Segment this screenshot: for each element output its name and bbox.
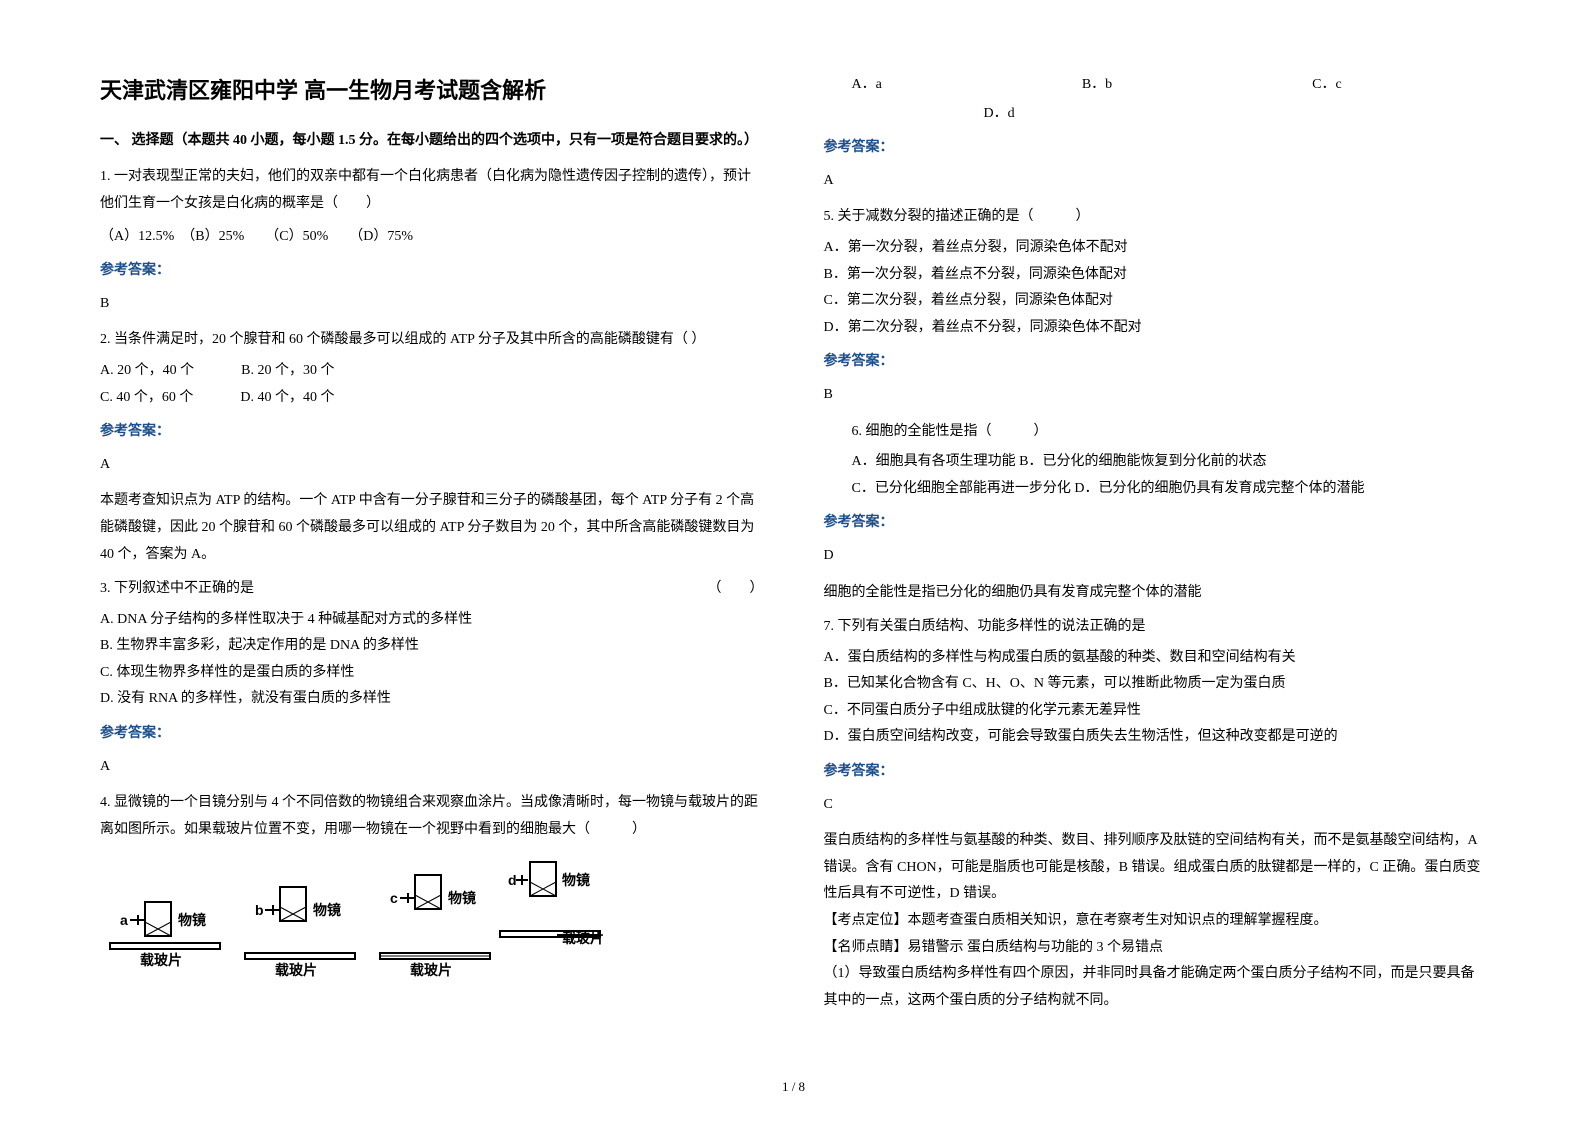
dia-slide-b: 载玻片: [275, 962, 317, 978]
question-1: 1. 一对表现型正常的夫妇，他们的双亲中都有一个白化病患者（白化病为隐性遗传因子…: [100, 164, 764, 317]
q4-options-row1: A．a B．b C．c: [852, 72, 1488, 99]
right-column: A．a B．b C．c D．d 参考答案： A 5. 关于减数分裂的描述正确的是…: [824, 70, 1488, 1082]
q6-opts-cd: C．已分化细胞全部能再进一步分化 D．已分化的细胞仍具有发育成完整个体的潜能: [852, 476, 1488, 503]
q3-text-row: 3. 下列叙述中不正确的是 （ ）: [100, 576, 764, 603]
q3-opt-d: D. 没有 RNA 的多样性，就没有蛋白质的多样性: [100, 686, 764, 713]
q5-opt-c: C．第二次分裂，着丝点分裂，同源染色体配对: [824, 288, 1488, 315]
q5-answer-label: 参考答案：: [824, 349, 1488, 376]
dia-slide-d: 载玻片: [562, 930, 604, 946]
q1-text: 1. 一对表现型正常的夫妇，他们的双亲中都有一个白化病患者（白化病为隐性遗传因子…: [100, 164, 764, 217]
q2-explanation: 本题考查知识点为 ATP 的结构。一个 ATP 中含有一分子腺苷和三分子的磷酸基…: [100, 488, 764, 568]
q3-paren: （ ）: [708, 576, 764, 603]
q2-row-ab: A. 20 个，40 个 B. 20 个，30 个: [100, 358, 764, 385]
q4-opt-b: B．b: [1082, 72, 1112, 99]
question-4: 4. 显微镜的一个目镜分别与 4 个不同倍数的物镜组合来观察血涂片。当成像清晰时…: [100, 790, 764, 998]
q7-explanation-2: 【考点定位】本题考查蛋白质相关知识，意在考察考生对知识点的理解掌握程度。: [824, 908, 1488, 935]
q2-text: 2. 当条件满足时，20 个腺苷和 60 个磷酸最多可以组成的 ATP 分子及其…: [100, 327, 764, 354]
q1-options: （A）12.5% （B）25% （C）50% （D）75%: [100, 224, 764, 251]
q4-diagram: a 物镜 载玻片 b 物镜: [100, 857, 764, 998]
q5-opt-d: D．第二次分裂，着丝点不分裂，同源染色体不配对: [824, 315, 1488, 342]
q4-opt-a: A．a: [852, 72, 882, 99]
q6-opts-ab: A．细胞具有各项生理功能 B．已分化的细胞能恢复到分化前的状态: [852, 449, 1488, 476]
question-5: 5. 关于减数分裂的描述正确的是（ ） A．第一次分裂，着丝点分裂，同源染色体不…: [824, 204, 1488, 408]
dia-obj-b: 物镜: [313, 902, 341, 918]
q6-answer-label: 参考答案：: [824, 510, 1488, 537]
q7-opt-d: D．蛋白质空间结构改变，可能会导致蛋白质失去生物活性，但这种改变都是可逆的: [824, 724, 1488, 751]
q5-opt-b: B．第一次分裂，着丝点不分裂，同源染色体配对: [824, 262, 1488, 289]
q5-text: 5. 关于减数分裂的描述正确的是（ ）: [824, 204, 1488, 231]
q2-row-cd: C. 40 个，60 个 D. 40 个，40 个: [100, 385, 764, 412]
q7-explanation-4: （1）导致蛋白质结构多样性有四个原因，并非同时具备才能确定两个蛋白质分子结构不同…: [824, 961, 1488, 1014]
question-7: 7. 下列有关蛋白质结构、功能多样性的说法正确的是 A．蛋白质结构的多样性与构成…: [824, 614, 1488, 1014]
q7-explanation-1: 蛋白质结构的多样性与氨基酸的种类、数目、排列顺序及肽链的空间结构有关，而不是氨基…: [824, 828, 1488, 908]
dia-slide-c: 载玻片: [410, 962, 452, 978]
question-3: 3. 下列叙述中不正确的是 （ ） A. DNA 分子结构的多样性取决于 4 种…: [100, 576, 764, 780]
dia-label-b: b: [255, 902, 264, 918]
q3-opt-a: A. DNA 分子结构的多样性取决于 4 种碱基配对方式的多样性: [100, 607, 764, 634]
dia-slide-a: 载玻片: [140, 952, 182, 968]
q2-opt-a: A. 20 个，40 个: [100, 363, 194, 378]
dia-obj-a: 物镜: [178, 912, 206, 928]
q5-answer: B: [824, 382, 1488, 409]
q7-answer-label: 参考答案：: [824, 759, 1488, 786]
q4-answer: A: [824, 168, 1488, 195]
q5-opt-a: A．第一次分裂，着丝点分裂，同源染色体不配对: [824, 235, 1488, 262]
q3-opt-b: B. 生物界丰富多彩，起决定作用的是 DNA 的多样性: [100, 633, 764, 660]
dia-label-d: d: [508, 872, 517, 888]
q7-opt-c: C．不同蛋白质分子中组成肽键的化学元素无差异性: [824, 698, 1488, 725]
q3-answer: A: [100, 754, 764, 781]
dia-obj-d: 物镜: [562, 872, 590, 888]
section-1-heading: 一、 选择题（本题共 40 小题，每小题 1.5 分。在每小题给出的四个选项中，…: [100, 128, 764, 155]
q6-answer: D: [824, 543, 1488, 570]
page-title: 天津武清区雍阳中学 高一生物月考试题含解析: [100, 70, 764, 112]
dia-label-a: a: [120, 912, 128, 928]
q2-answer: A: [100, 452, 764, 479]
q7-text: 7. 下列有关蛋白质结构、功能多样性的说法正确的是: [824, 614, 1488, 641]
q3-answer-label: 参考答案：: [100, 721, 764, 748]
q6-explanation: 细胞的全能性是指已分化的细胞仍具有发育成完整个体的潜能: [824, 580, 1488, 607]
q6-text: 6. 细胞的全能性是指（ ）: [852, 419, 1488, 446]
q3-opt-c: C. 体现生物界多样性的是蛋白质的多样性: [100, 660, 764, 687]
q2-opt-b: B. 20 个，30 个: [241, 363, 334, 378]
q4-opt-c: C．c: [1312, 72, 1342, 99]
q4-opt-d: D．d: [984, 101, 1488, 128]
q2-opt-d: D. 40 个，40 个: [240, 390, 334, 405]
q7-answer: C: [824, 792, 1488, 819]
q7-explanation-3: 【名师点睛】易错警示 蛋白质结构与功能的 3 个易错点: [824, 935, 1488, 962]
q7-opt-a: A．蛋白质结构的多样性与构成蛋白质的氨基酸的种类、数目和空间结构有关: [824, 645, 1488, 672]
left-column: 天津武清区雍阳中学 高一生物月考试题含解析 一、 选择题（本题共 40 小题，每…: [100, 70, 764, 1082]
question-2: 2. 当条件满足时，20 个腺苷和 60 个磷酸最多可以组成的 ATP 分子及其…: [100, 327, 764, 568]
dia-label-c: c: [390, 890, 398, 906]
page-number: 1 / 8: [0, 1075, 1587, 1100]
q3-text: 3. 下列叙述中不正确的是: [100, 576, 254, 603]
q7-opt-b: B．已知某化合物含有 C、H、O、N 等元素，可以推断此物质一定为蛋白质: [824, 671, 1488, 698]
q1-answer-label: 参考答案：: [100, 258, 764, 285]
q2-answer-label: 参考答案：: [100, 419, 764, 446]
q4-answer-label: 参考答案：: [824, 135, 1488, 162]
question-6: 6. 细胞的全能性是指（ ） A．细胞具有各项生理功能 B．已分化的细胞能恢复到…: [824, 419, 1488, 607]
q4-text: 4. 显微镜的一个目镜分别与 4 个不同倍数的物镜组合来观察血涂片。当成像清晰时…: [100, 790, 764, 843]
q1-answer: B: [100, 291, 764, 318]
q2-opt-c: C. 40 个，60 个: [100, 390, 193, 405]
dia-obj-c: 物镜: [448, 890, 476, 906]
